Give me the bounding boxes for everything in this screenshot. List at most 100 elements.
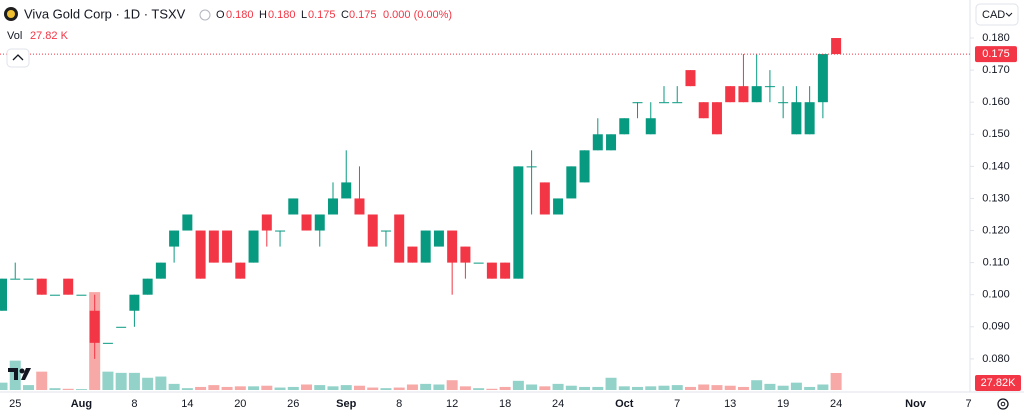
volume-bar xyxy=(367,387,379,390)
candle-body xyxy=(460,246,471,263)
volume-bar xyxy=(142,377,154,390)
x-tick-label: 20 xyxy=(234,398,246,410)
y-tick-label: 0.170 xyxy=(982,64,1010,76)
candle-body xyxy=(235,262,246,279)
volume-bar xyxy=(579,386,591,390)
candle-body xyxy=(248,230,259,263)
volume-bar xyxy=(737,386,749,390)
candle-body xyxy=(261,214,272,231)
candle-body xyxy=(222,230,233,263)
volume-bar xyxy=(406,384,418,390)
candle-body xyxy=(764,86,775,88)
volume-bar xyxy=(684,386,696,390)
candle-body xyxy=(49,294,60,296)
candle-body xyxy=(500,262,511,279)
volume-bar xyxy=(155,376,167,390)
candle-body xyxy=(553,198,564,215)
y-tick-label: 0.100 xyxy=(982,289,1010,301)
candle-body xyxy=(10,278,21,280)
legend-change: 0.000 (0.00%) xyxy=(383,9,452,21)
volume-bar xyxy=(353,385,365,390)
candle-body xyxy=(606,134,617,151)
volume-bar xyxy=(208,385,220,390)
candle-body xyxy=(447,230,458,263)
volume-bar xyxy=(499,386,511,390)
candle-body xyxy=(23,278,34,280)
candle-body xyxy=(142,278,153,295)
volume-bar xyxy=(36,371,48,390)
candle-body xyxy=(275,230,286,232)
candle-body xyxy=(155,262,166,279)
volume-bar xyxy=(221,386,233,390)
volume-bar xyxy=(526,384,538,390)
volume-bar xyxy=(512,380,524,390)
candle-body xyxy=(817,54,828,103)
x-tick-label: 8 xyxy=(131,398,137,410)
x-tick-label: 25 xyxy=(9,398,21,410)
legend-key: C xyxy=(341,9,349,21)
candle-body xyxy=(36,278,47,295)
volume-bar xyxy=(552,383,564,390)
volume-bar xyxy=(301,384,313,390)
candle-body xyxy=(301,214,312,231)
volume-bar xyxy=(393,387,405,390)
x-tick-label: 19 xyxy=(777,398,789,410)
volume-bar xyxy=(658,385,670,390)
volume-title: Vol xyxy=(7,30,22,42)
volume-bar xyxy=(128,372,140,390)
volume-bar xyxy=(671,385,683,390)
legend-value: 0.180 xyxy=(268,9,296,21)
collapse-icon xyxy=(12,54,24,61)
currency-button[interactable] xyxy=(975,3,1019,26)
last-volume-label: 27.82K xyxy=(981,377,1017,389)
volume-bar xyxy=(645,386,657,390)
x-tick-label: 7 xyxy=(965,398,971,410)
volume-bar xyxy=(340,385,352,390)
volume-bar xyxy=(433,384,445,390)
volume-bar xyxy=(274,387,286,390)
volume-bar xyxy=(724,385,736,390)
eye-icon[interactable] xyxy=(199,9,211,21)
volume-bar xyxy=(790,382,802,390)
volume-bar xyxy=(314,385,326,390)
candle-body xyxy=(645,118,656,135)
candle-body xyxy=(116,326,127,328)
y-tick-label: 0.090 xyxy=(982,321,1010,333)
volume-bar xyxy=(248,386,260,390)
volume-bar xyxy=(486,388,498,390)
candle-body xyxy=(619,118,630,135)
candle-body xyxy=(831,38,842,55)
legend-key: L xyxy=(301,9,307,21)
x-tick-label: 24 xyxy=(830,398,842,410)
candle-body xyxy=(433,230,444,247)
volume-bar xyxy=(380,388,392,390)
legend-key: O xyxy=(216,9,225,21)
x-tick-label: 14 xyxy=(181,398,193,410)
candle-body xyxy=(314,214,325,231)
candle-body xyxy=(778,102,789,104)
legend-value: 0.180 xyxy=(226,9,254,21)
candle-body xyxy=(169,230,180,247)
volume-bar xyxy=(764,383,776,390)
volume-bar xyxy=(62,388,74,390)
settings-icon[interactable] xyxy=(997,398,1009,410)
candle-body xyxy=(539,182,550,215)
y-tick-label: 0.110 xyxy=(983,257,1010,269)
candle-body xyxy=(407,246,418,263)
volume-bar xyxy=(539,386,551,390)
candle-body xyxy=(672,102,683,104)
candle-body xyxy=(208,230,219,263)
volume-bar xyxy=(234,386,246,390)
x-tick-label: 24 xyxy=(552,398,564,410)
collapse-button[interactable] xyxy=(6,48,30,68)
volume-bar xyxy=(261,385,273,390)
tv-logo-part xyxy=(21,368,31,380)
candle-body xyxy=(526,166,537,168)
tv-logo-part xyxy=(8,368,18,380)
candle-body xyxy=(698,102,709,119)
x-tick-label: Nov xyxy=(905,398,927,410)
volume-bar xyxy=(420,383,432,390)
volume-bar xyxy=(711,385,723,390)
